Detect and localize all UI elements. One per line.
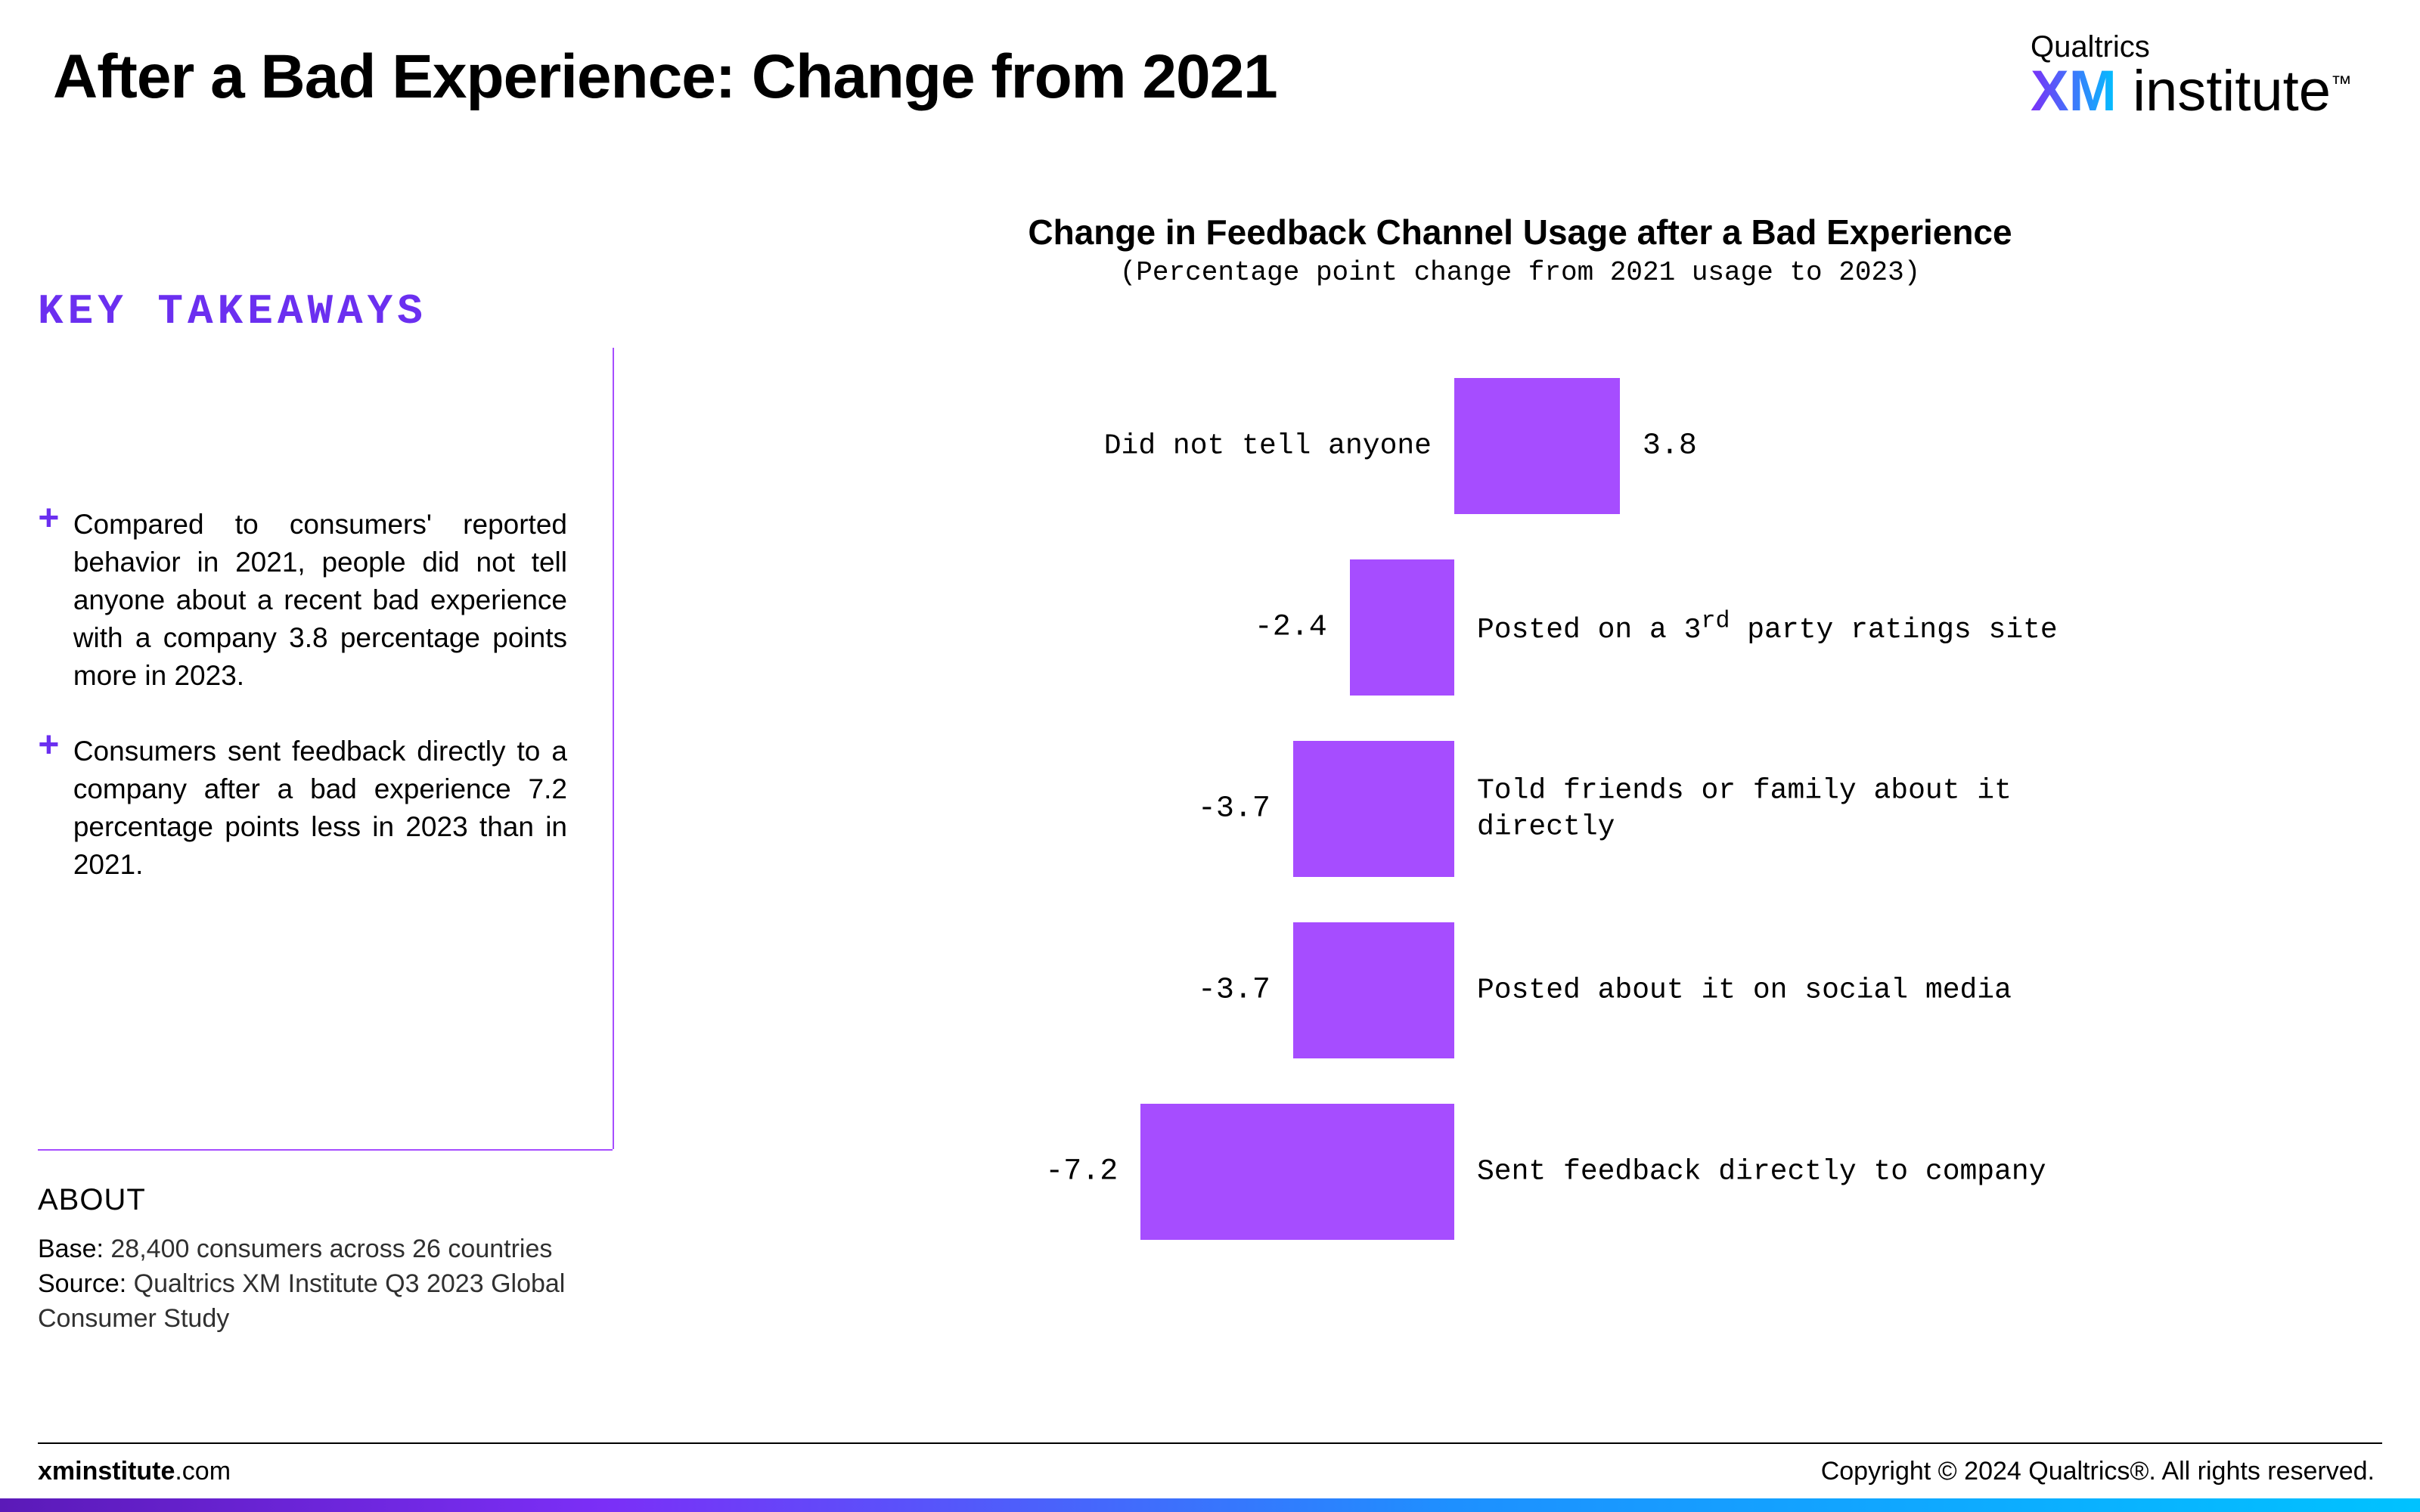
bar-row: -2.4 Posted on a 3rd party ratings site <box>696 559 2344 696</box>
bar-row: 3.8 Did not tell anyone <box>696 378 2344 514</box>
about-base: Base: 28,400 consumers across 26 countri… <box>38 1232 613 1267</box>
bar <box>1350 559 1454 696</box>
bar-value: 3.8 <box>1643 429 1697 463</box>
takeaway-text: Consumers sent feedback directly to a co… <box>73 733 567 884</box>
bar-value: -3.7 <box>1198 792 1270 826</box>
about-block: ABOUT Base: 28,400 consumers across 26 c… <box>38 1183 613 1337</box>
about-source-label: Source: <box>38 1269 126 1298</box>
footer-site-rest: .com <box>175 1457 231 1486</box>
bar-label: Posted on a 3rd party ratings site <box>1477 606 2058 648</box>
bar-value: -2.4 <box>1255 611 1327 645</box>
takeaway-item: + Consumers sent feedback directly to a c… <box>38 733 567 884</box>
bar <box>1140 1104 1454 1240</box>
footer-copyright: Copyright © 2024 Qualtrics®. All rights … <box>1821 1457 2375 1486</box>
logo-institute: institute <box>2117 59 2331 123</box>
plus-icon: + <box>38 506 60 537</box>
bar-value: -7.2 <box>1045 1155 1118 1189</box>
about-base-label: Base: <box>38 1235 104 1263</box>
key-takeaways-heading: KEY TAKEAWAYS <box>38 287 613 336</box>
logo-xm: XM <box>2031 59 2117 123</box>
chart-subtitle: (Percentage point change from 2021 usage… <box>696 257 2344 288</box>
bar-label: Did not tell anyone <box>1104 428 1432 464</box>
about-source: Source: Qualtrics XM Institute Q3 2023 G… <box>38 1267 613 1337</box>
bar-label: Sent feedback directly to company <box>1477 1154 2046 1190</box>
bar-label: Posted about it on social media <box>1477 972 2012 1009</box>
bar-row: -3.7 Told friends or family about it dire… <box>696 741 2344 877</box>
chart-area: 3.8 Did not tell anyone -2.4 Posted on a 3r… <box>696 348 2344 1270</box>
footer-divider <box>38 1442 2382 1444</box>
footer-site-bold: xminstitute <box>38 1457 175 1486</box>
takeaways-list: + Compared to consumers' reported behavio… <box>38 506 567 883</box>
page: After a Bad Experience: Change from 2021… <box>0 0 2420 1512</box>
takeaway-item: + Compared to consumers' reported behavio… <box>38 506 567 695</box>
chart-header: Change in Feedback Channel Usage after a… <box>696 212 2344 288</box>
divider-horizontal <box>38 1149 613 1151</box>
brand-logo: Qualtrics XM institute™ <box>2031 30 2352 119</box>
bar <box>1454 378 1620 514</box>
about-heading: ABOUT <box>38 1183 613 1217</box>
about-base-value: 28,400 consumers across 26 countries <box>104 1235 552 1263</box>
divider-vertical <box>613 348 614 1149</box>
footer-site: xminstitute.com <box>38 1457 231 1486</box>
left-column: KEY TAKEAWAYS + Compared to consumers' re… <box>38 287 613 921</box>
page-title: After a Bad Experience: Change from 2021 <box>53 42 1277 113</box>
bar <box>1293 922 1454 1058</box>
bar-label: Told friends or family about it directly <box>1477 773 2082 845</box>
takeaway-text: Compared to consumers' reported behavior… <box>73 506 567 695</box>
footer-gradient-bar <box>0 1498 2420 1512</box>
logo-tm: ™ <box>2331 72 2352 95</box>
plus-icon: + <box>38 733 60 764</box>
bar-value: -3.7 <box>1198 974 1270 1008</box>
bar-row: -7.2 Sent feedback directly to company <box>696 1104 2344 1240</box>
chart-title: Change in Feedback Channel Usage after a… <box>696 212 2344 253</box>
bar <box>1293 741 1454 877</box>
logo-line2: XM institute™ <box>2031 64 2352 119</box>
bar-row: -3.7 Posted about it on social media <box>696 922 2344 1058</box>
